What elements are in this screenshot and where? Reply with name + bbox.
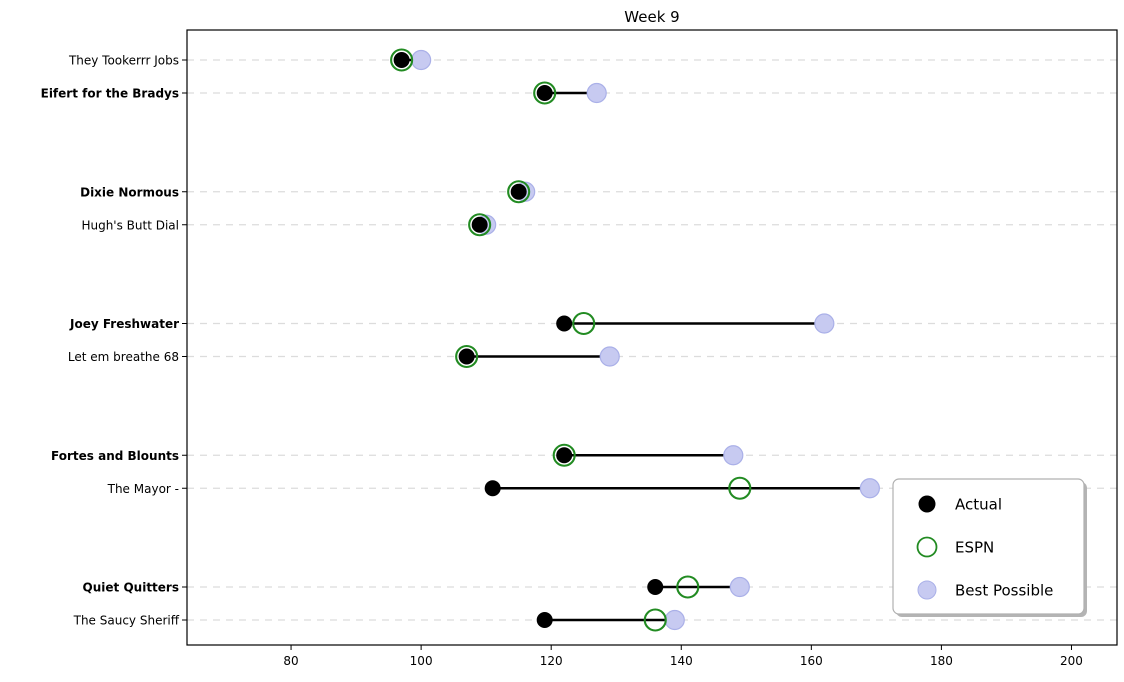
team-label: Eifert for the Bradys — [41, 87, 179, 101]
x-tick-label: 180 — [930, 654, 953, 668]
legend-best-possible-marker — [917, 580, 937, 600]
x-tick-label: 120 — [540, 654, 563, 668]
team-label: Let em breathe 68 — [68, 350, 179, 364]
actual-marker — [458, 348, 475, 365]
x-tick-label: 80 — [283, 654, 298, 668]
espn-marker — [728, 476, 752, 500]
espn-marker — [572, 311, 596, 336]
team-label: Quiet Quitters — [83, 581, 179, 595]
best-possible-marker — [723, 445, 744, 466]
team-row — [647, 575, 750, 599]
x-tick-label: 160 — [800, 654, 823, 668]
actual-marker — [484, 480, 501, 497]
actual-marker — [556, 315, 573, 332]
espn-marker — [390, 48, 414, 72]
team-label: The Saucy Sheriff — [73, 614, 180, 628]
legend-espn-marker — [916, 536, 938, 558]
team-label: Joey Freshwater — [69, 317, 179, 331]
team-label: Fortes and Blounts — [51, 449, 179, 463]
x-tick-label: 140 — [670, 654, 693, 668]
espn-marker — [455, 344, 479, 369]
espn-marker — [533, 81, 557, 105]
legend-label: Best Possible — [955, 582, 1053, 600]
team-row — [533, 81, 607, 105]
best-possible-marker — [586, 82, 607, 104]
team-label: The Mayor - — [107, 482, 179, 496]
espn-marker — [552, 443, 576, 467]
best-possible-marker — [729, 576, 750, 598]
x-tick-label: 200 — [1060, 654, 1083, 668]
team-row — [536, 608, 685, 632]
axes-layer: They Tookerrr Jobs Eifert for the Bradys D… — [41, 29, 1118, 668]
actual-marker — [536, 612, 553, 628]
legend-box — [892, 478, 1085, 615]
x-tick-label: 100 — [410, 654, 433, 668]
team-row — [552, 443, 744, 467]
actual-marker — [510, 183, 527, 200]
team-row — [390, 48, 432, 72]
legend-label: ESPN — [955, 539, 994, 557]
team-label: Dixie Normous — [80, 185, 179, 199]
espn-marker — [676, 575, 700, 599]
team-label: They Tookerrr Jobs — [68, 54, 179, 68]
legend: Actual ESPN Best Possible — [892, 478, 1087, 617]
best-possible-marker — [411, 49, 432, 71]
legend-entry: Best Possible — [917, 580, 1053, 600]
team-row — [556, 311, 835, 336]
legend-actual-marker — [918, 495, 936, 513]
best-possible-marker — [814, 313, 835, 334]
legend-entry: ESPN — [916, 536, 994, 558]
best-possible-marker — [599, 346, 620, 367]
espn-marker — [643, 608, 667, 632]
legend-entry: Actual — [918, 495, 1002, 514]
chart-title: Week 9 — [624, 8, 679, 26]
team-row — [507, 180, 536, 204]
data-layer — [390, 48, 880, 632]
legend-label: Actual — [955, 496, 1002, 514]
actual-marker — [536, 85, 553, 101]
team-row — [468, 213, 497, 237]
team-label: Hugh's Butt Dial — [81, 218, 179, 232]
espn-marker — [468, 213, 492, 237]
actual-marker — [471, 216, 488, 233]
team-row — [455, 344, 620, 369]
plot-border — [186, 29, 1118, 646]
actual-marker — [393, 52, 410, 68]
actual-marker — [556, 447, 573, 464]
actual-marker — [647, 579, 664, 595]
team-row — [484, 476, 880, 500]
espn-marker — [507, 180, 531, 204]
best-possible-marker — [664, 609, 685, 631]
best-possible-marker — [859, 478, 880, 499]
